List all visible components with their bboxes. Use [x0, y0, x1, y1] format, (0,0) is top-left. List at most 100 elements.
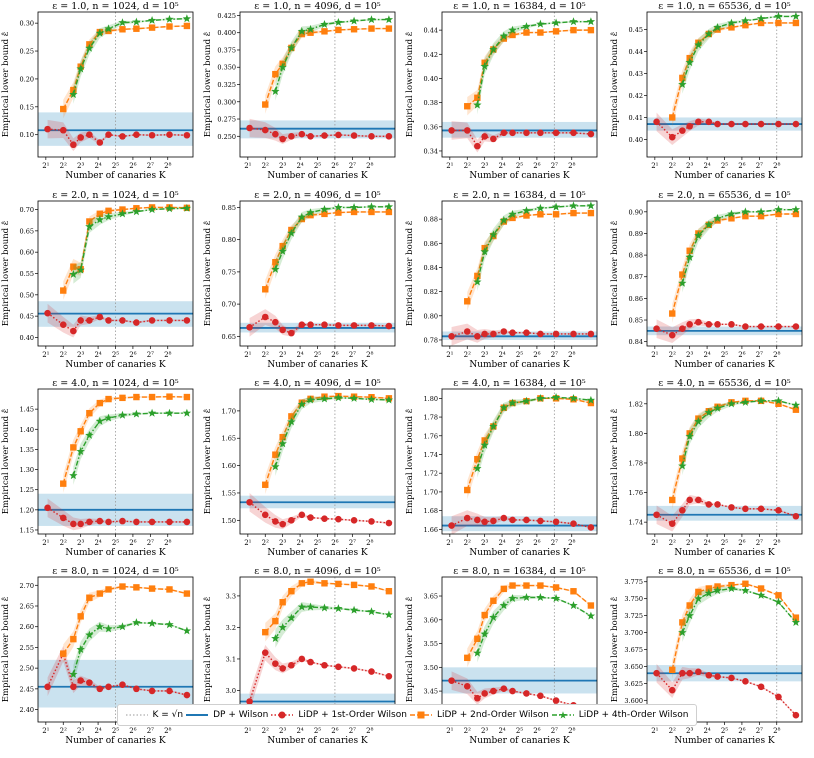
plot-area	[647, 389, 802, 534]
lidp-4th-order-point	[334, 604, 343, 613]
lidp-2nd-order-point	[272, 70, 279, 78]
lidp-4th-order-point	[685, 252, 694, 261]
lidp-4th-order-point	[791, 400, 801, 409]
y-tick-label: 0.34	[424, 147, 438, 155]
lidp-4th-order-point	[104, 24, 113, 33]
lidp-1st-order-point	[166, 687, 173, 695]
lidp-1st-order-point	[246, 498, 253, 506]
panel-15: ε = 8.0, n = 16384, d = 10⁵3.403.453.503…	[404, 566, 598, 746]
x-tick-label: 2⁵	[314, 539, 321, 547]
x-tick-label: 2⁴	[94, 727, 101, 735]
legend-swatch-dp	[186, 714, 209, 716]
x-tick-label: 2⁶	[533, 162, 540, 170]
y-tick-label: 1.55	[222, 489, 236, 497]
lidp-4th-order-point	[704, 220, 714, 229]
x-tick-label: 2⁵	[721, 727, 728, 735]
lidp-4th-order-point	[586, 611, 596, 620]
lidp-2nd-order-point	[669, 666, 676, 674]
lidp-1st-order-point	[133, 518, 140, 526]
lidp-2nd-order-point	[509, 582, 516, 589]
lidp-4th-order-point	[165, 620, 174, 629]
lidp-2nd-order-point	[775, 592, 782, 599]
y-tick-label: 1.20	[20, 506, 34, 514]
x-axis-label: Number of canaries K	[65, 171, 166, 181]
lidp-2nd-order-point	[552, 211, 560, 218]
lidp-4th-order-point	[473, 648, 482, 657]
x-axis-label: Number of canaries K	[267, 360, 368, 370]
panel-12: ε = 4.0, n = 65536, d = 10⁵ 1.74 1.76 1.78 1…	[609, 378, 803, 558]
x-tick-label: 2²	[669, 162, 676, 170]
y-tick-label: 0.38	[424, 99, 438, 107]
lidp-2nd-order-point	[368, 208, 375, 216]
lidp-2nd-order-point	[464, 486, 471, 494]
y-tick-label: 1.68	[424, 507, 438, 515]
lidp-4th-order-point	[349, 16, 359, 25]
y-tick-label: 0.40	[424, 75, 438, 83]
lidp-4th-order-point	[508, 25, 517, 34]
y-tick-label: 0.82	[424, 288, 438, 296]
lidp-4th-order-point	[306, 24, 315, 33]
y-axis-label: Empirical lower bound ε̂	[0, 31, 11, 137]
y-axis-label: Empirical lower bound ε̂	[202, 596, 213, 702]
y-tick-label: 3.2	[226, 624, 236, 632]
lidp-4th-order-point	[297, 212, 307, 221]
x-tick-label: 2⁴	[498, 539, 505, 547]
lidp-1st-order-point	[44, 125, 51, 133]
y-tick-label: 0.44	[424, 27, 438, 35]
lidp-2nd-order-point	[70, 635, 77, 643]
lidp-1st-order-point	[587, 524, 595, 531]
lidp-1st-order-point	[59, 514, 67, 522]
panel-2: ε = 1.0, n = 4096, d = 10⁵ 0.250 0.275 0.30…	[202, 1, 396, 181]
panel-title: ε = 2.0, n = 1024, d = 10⁵	[52, 190, 179, 201]
lidp-2nd-order-band	[672, 22, 796, 127]
y-tick-label: 0.15	[20, 103, 34, 111]
panel-11: ε = 4.0, n = 16384, d = 10⁵ 1.66 1.68 1.70 1…	[404, 378, 598, 558]
lidp-1st-order-point	[775, 693, 782, 701]
lidp-1st-order-point	[757, 683, 765, 691]
y-tick-label: 1.70	[424, 488, 438, 496]
y-tick-label: 2.65	[20, 603, 34, 611]
lidp-2nd-order-point	[679, 619, 686, 626]
lidp-4th-order-point	[791, 618, 801, 626]
lidp-2nd-order-point	[464, 298, 471, 305]
x-tick-label: 2¹	[42, 539, 49, 547]
lidp-2nd-order-point	[509, 31, 516, 39]
x-axis-label: Number of canaries K	[674, 736, 775, 746]
y-tick-label: 0.20	[20, 75, 34, 83]
x-tick-label: 2⁷	[551, 727, 558, 735]
x-tick-label: 2⁶	[738, 727, 745, 735]
plot-area	[38, 389, 193, 534]
lidp-1st-order-point	[705, 118, 713, 126]
x-axis-label: Number of canaries K	[469, 171, 570, 181]
y-axis-label: Empirical lower bound ε̂	[404, 408, 415, 514]
lidp-4th-order-point	[118, 209, 127, 218]
lidp-4th-order-point	[278, 246, 287, 255]
lidp-2nd-order-point	[60, 480, 67, 487]
y-axis-label: Empirical lower bound ε̂	[0, 408, 11, 514]
x-axis-label: Number of canaries K	[674, 548, 775, 558]
panel-title: ε = 2.0, n = 16384, d = 10⁵	[453, 190, 586, 201]
lidp-1st-order-point	[695, 668, 702, 676]
panel-16: ε = 8.0, n = 65536, d = 10⁵3.5753.6003.6…	[609, 566, 803, 746]
x-tick-label: 2⁶	[533, 351, 540, 359]
y-tick-label: 0.42	[424, 51, 438, 59]
x-tick-label: 2⁸	[164, 539, 171, 547]
lidp-1st-order-point	[653, 511, 660, 519]
lidp-2nd-order-line	[671, 400, 797, 501]
y-tick-label: 1.15	[20, 526, 34, 534]
legend-label-lidp-4th: LiDP + 4th-Order Wilson	[578, 710, 689, 720]
lidp-4th-order-line	[72, 207, 187, 275]
x-tick-label: 2³	[686, 162, 693, 170]
panel-title: ε = 2.0, n = 65536, d = 10⁵	[658, 190, 791, 201]
lidp-1st-order-band	[47, 303, 187, 338]
lidp-1st-order-point	[552, 129, 560, 137]
x-tick-label: 2³	[279, 539, 286, 547]
lidp-2nd-order-point	[77, 613, 84, 620]
plot-area	[38, 201, 193, 346]
lidp-4th-order-point	[132, 409, 141, 418]
lidp-4th-order-point	[586, 17, 596, 26]
x-tick-label: 2²	[464, 162, 471, 170]
lidp-4th-order-point	[499, 601, 509, 610]
lidp-4th-order-point	[76, 447, 85, 455]
lidp-4th-order-point	[367, 202, 376, 211]
